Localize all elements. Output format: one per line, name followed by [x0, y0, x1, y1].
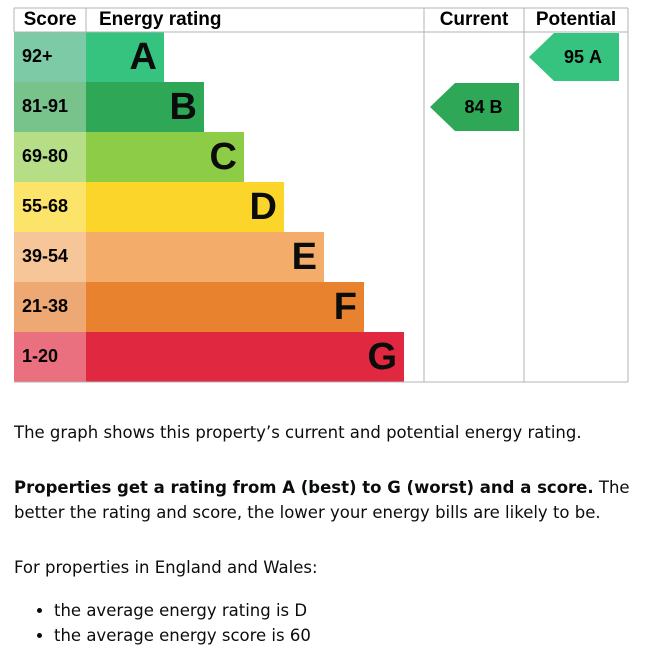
current-arrow — [430, 83, 519, 131]
rating-letter: C — [210, 136, 237, 178]
rating-bar — [86, 232, 324, 282]
score-cell — [14, 32, 86, 82]
rating-bar — [86, 182, 284, 232]
text: The better the rating and score, the low… — [14, 478, 630, 522]
epc-chart: Score Energy rating Current Potential 92+ A 81… — [13, 7, 629, 383]
intro: For properties in England and Wales: — [14, 558, 318, 577]
rating-letter: B — [170, 86, 197, 128]
bullet: the average energy score is 60 — [54, 623, 311, 648]
rating-bar — [86, 82, 204, 132]
score-cell — [14, 132, 86, 182]
header-rating: Energy rating — [99, 9, 221, 30]
rating-bar — [86, 32, 164, 82]
rating-explanation: Properties get a rating from A (best) to… — [14, 475, 634, 525]
score-range: 21-38 — [22, 296, 68, 316]
score-cell — [14, 182, 86, 232]
bold-text: Properties get a rating from A (best) to… — [14, 478, 594, 497]
rating-bar — [86, 132, 244, 182]
header-potential: Potential — [536, 9, 616, 30]
rating-letter: E — [292, 236, 317, 278]
current-label: 84 B — [464, 97, 502, 117]
score-range: 92+ — [22, 46, 53, 66]
potential-label: 95 A — [564, 47, 602, 67]
score-range: 39-54 — [22, 246, 68, 266]
score-cell — [14, 282, 86, 332]
score-cell — [14, 332, 86, 382]
header-current: Current — [440, 9, 509, 30]
score-range: 81-91 — [22, 96, 68, 116]
rating-bar — [86, 332, 404, 382]
bullet: the average energy rating is D — [54, 598, 311, 623]
rating-bar — [86, 282, 364, 332]
bullet-list: the average energy rating is Dthe averag… — [14, 598, 311, 648]
score-range: 55-68 — [22, 196, 68, 216]
potential-arrow — [529, 33, 619, 81]
current-score: 84 — [464, 97, 484, 117]
score-range: 69-80 — [22, 146, 68, 166]
current-rating: B — [490, 97, 503, 117]
potential-rating: A — [589, 47, 602, 67]
rating-letter: G — [367, 336, 397, 378]
score-range: 1-20 — [22, 346, 58, 366]
rating-letter: D — [250, 186, 277, 228]
potential-score: 95 — [564, 47, 584, 67]
score-cell — [14, 232, 86, 282]
rating-letter: A — [130, 36, 157, 78]
score-cell — [14, 82, 86, 132]
header-score: Score — [24, 9, 77, 30]
rating-letter: F — [334, 286, 357, 328]
summary: The graph shows this property’s current … — [14, 423, 582, 442]
